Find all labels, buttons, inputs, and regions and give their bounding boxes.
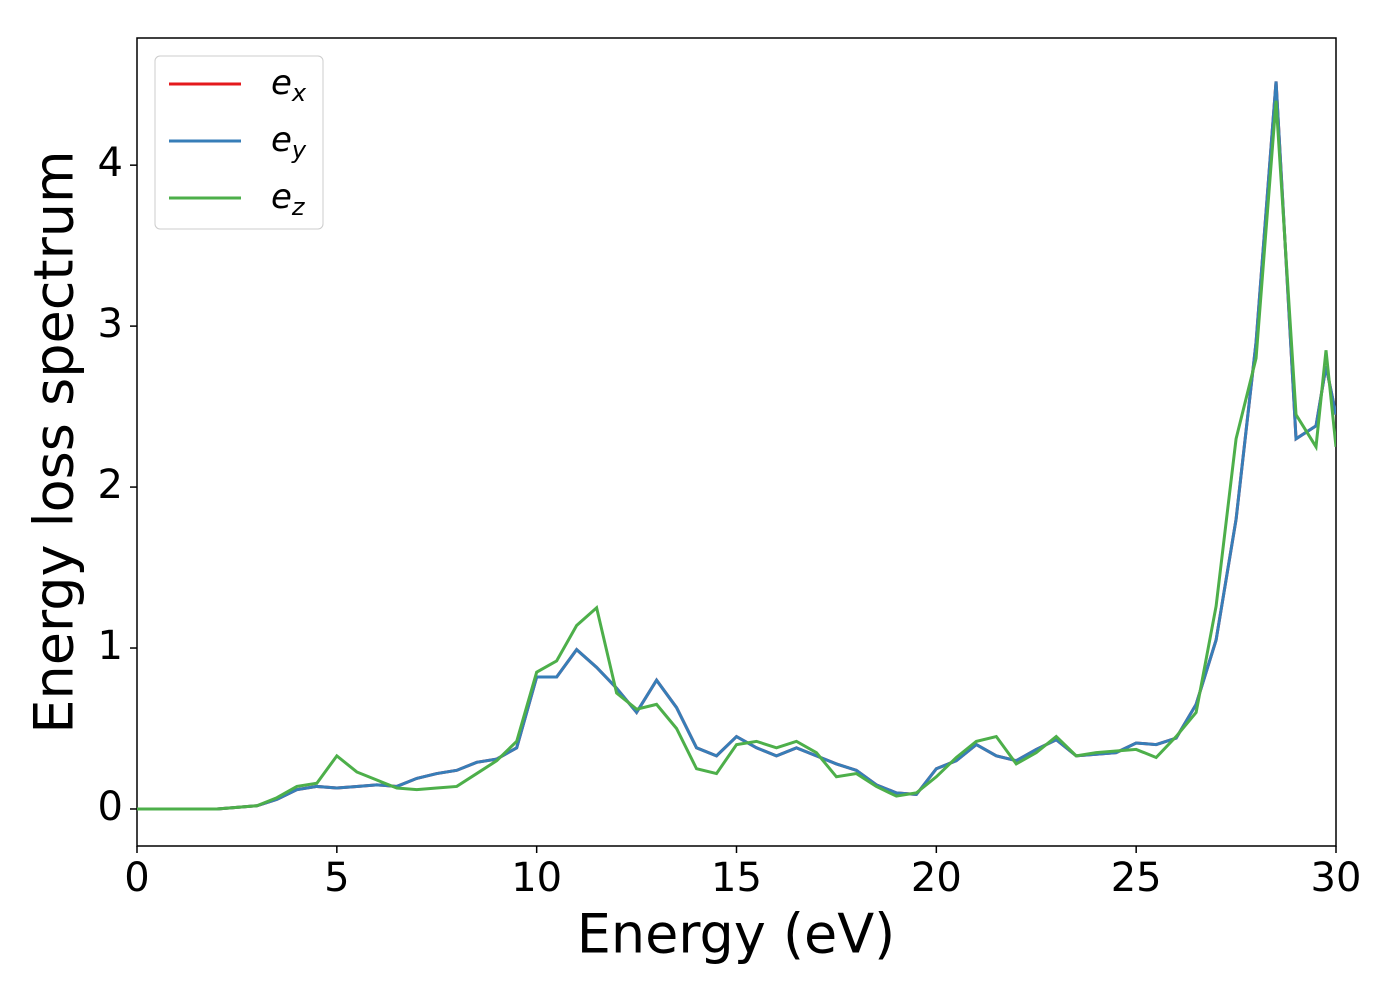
- y-tick-label: 4: [98, 140, 123, 186]
- series-line: [137, 100, 1336, 811]
- x-tick-label: 15: [711, 855, 762, 901]
- y-tick-label: 3: [98, 301, 123, 347]
- y-tick-label: 2: [98, 462, 123, 508]
- x-tick-label: 30: [1311, 855, 1362, 901]
- x-tick-label: 0: [124, 855, 149, 901]
- x-tick-label: 20: [911, 855, 962, 901]
- x-tick-label: 25: [1111, 855, 1162, 901]
- legend-label: ez: [271, 177, 306, 222]
- legend-label: ex: [271, 63, 307, 108]
- plot-frame: [136, 37, 1337, 847]
- legend-label: ey: [271, 120, 307, 165]
- x-tick-label: 5: [324, 855, 349, 901]
- y-tick-label: 0: [98, 784, 123, 830]
- y-tick-label: 1: [98, 623, 123, 669]
- x-tick-label: 10: [511, 855, 562, 901]
- y-axis-label: Energy loss spectrum: [23, 150, 86, 733]
- x-axis-label: Energy (eV): [577, 903, 896, 966]
